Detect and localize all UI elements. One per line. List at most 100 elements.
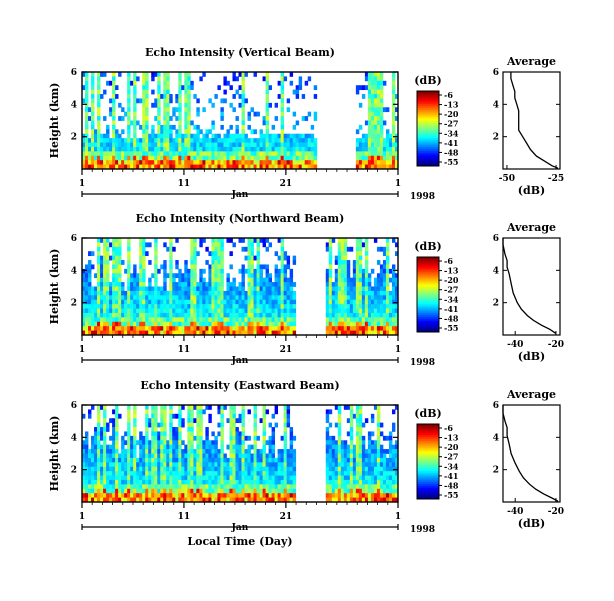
profile-x-axis-label: (dB) [518,517,545,530]
heatmap-frame [81,404,399,503]
year-label: 1998 [410,358,435,368]
y-tick-label: 2 [71,299,77,309]
colorbar-tick-label: -13 [444,100,459,110]
heatmap-frame [81,237,399,336]
colorbar-tick-label: -13 [444,266,459,276]
colorbar-label: (dB) [414,240,441,253]
profile-y-tick-label: 4 [493,266,499,276]
panel-3: Echo Intensity (Eastward Beam) 6 4 2 Height … [48,379,564,548]
panel-title: Echo Intensity (Vertical Beam) [145,46,335,59]
panel-1: Echo Intensity (Vertical Beam) 6 4 2 Height … [48,46,564,202]
profile-title: Average [506,55,556,68]
x-tick-label: 11 [178,512,191,522]
profile-y-tick-label: 2 [493,299,499,309]
x-tick-label: 1 [79,345,85,355]
month-label: Jan [231,356,249,366]
y-tick-label: 2 [71,466,77,476]
colorbar [416,423,440,500]
panel-title: Echo Intensity (Eastward Beam) [140,379,339,392]
month-label: Jan [231,190,249,200]
profile-y-tick-label: 2 [493,466,499,476]
colorbar-tick-label: -34 [444,128,459,138]
colorbar [416,90,440,167]
x-axis-label: Local Time (Day) [187,535,292,548]
x-tick-label: 1 [79,179,85,189]
colorbar-tick-label: -48 [444,313,459,323]
colorbar-tick-label: -55 [444,157,458,167]
heatmap-cells [82,238,399,336]
year-label: 1998 [410,192,435,202]
x-tick-label: 1 [395,512,401,522]
profile-x-tick-label: -25 [548,174,564,184]
panel-2: Echo Intensity (Northward Beam) 6 4 2 Height… [48,212,564,368]
colorbar-tick-label: -55 [444,490,458,500]
colorbar-tick-label: -48 [444,480,459,490]
colorbar-tick-label: -41 [444,138,458,148]
colorbar-tick-label: -27 [444,119,458,129]
y-axis-label: Height (km) [48,83,61,159]
profile-y-tick-label: 6 [493,234,499,244]
x-tick-label: 11 [178,179,191,189]
colorbar-tick-label: -20 [444,275,459,285]
profile-y-tick-label: 6 [493,401,499,411]
x-tick-label: 21 [280,179,293,189]
x-tick-label: 1 [79,512,85,522]
x-tick-label: 11 [178,345,191,355]
profile-x-axis-label: (dB) [518,184,545,197]
colorbar-tick-label: -34 [444,294,459,304]
colorbar-tick-label: -41 [444,471,458,481]
colorbar-tick-label: -55 [444,323,458,333]
profile-x-axis-label: (dB) [518,350,545,363]
panel-title: Echo Intensity (Northward Beam) [136,212,345,225]
colorbar-tick-label: -6 [444,256,453,266]
profile-frame [502,71,561,170]
profile-title: Average [506,388,556,401]
year-label: 1998 [410,525,435,535]
profile-x-tick-label: -20 [548,507,564,517]
profile-line [502,405,559,502]
heatmap-cells [82,405,399,503]
x-tick-label: 21 [280,345,293,355]
x-tick-label: 1 [395,179,401,189]
profile-y-tick-label: 4 [493,100,499,110]
profile-y-tick-label: 6 [493,68,499,78]
x-tick-label: 21 [280,512,293,522]
profile-x-tick-label: -40 [507,340,523,350]
colorbar-tick-label: -13 [444,433,459,443]
y-axis-label: Height (km) [48,249,61,325]
y-tick-label: 4 [71,100,77,110]
profile-x-tick-label: -50 [499,174,515,184]
colorbar-tick-label: -6 [444,423,453,433]
y-tick-label: 6 [71,401,77,411]
colorbar-tick-label: -20 [444,109,459,119]
profile-x-tick-label: -40 [507,507,523,517]
profile-y-tick-label: 2 [493,133,499,143]
profile-frame [502,237,561,336]
y-tick-label: 6 [71,234,77,244]
y-tick-label: 4 [71,433,77,443]
colorbar [416,256,440,333]
month-label: Jan [231,523,249,533]
y-tick-label: 2 [71,133,77,143]
profile-line [502,238,557,334]
colorbar-tick-label: -6 [444,90,453,100]
y-tick-label: 4 [71,266,77,276]
x-tick-label: 1 [395,345,401,355]
profile-y-tick-label: 4 [493,433,499,443]
colorbar-tick-label: -34 [444,461,459,471]
heatmap-frame [81,71,399,170]
profile-x-tick-label: -20 [548,340,564,350]
colorbar-label: (dB) [414,407,441,420]
colorbar-tick-label: -41 [444,304,458,314]
colorbar-tick-label: -48 [444,147,459,157]
colorbar-tick-label: -20 [444,442,459,452]
y-axis-label: Height (km) [48,416,61,492]
y-tick-label: 6 [71,68,77,78]
colorbar-label: (dB) [414,74,441,87]
profile-line [510,72,559,169]
profile-frame [502,404,561,503]
heatmap-cells [82,72,399,170]
colorbar-tick-label: -27 [444,452,458,462]
profile-title: Average [506,221,556,234]
